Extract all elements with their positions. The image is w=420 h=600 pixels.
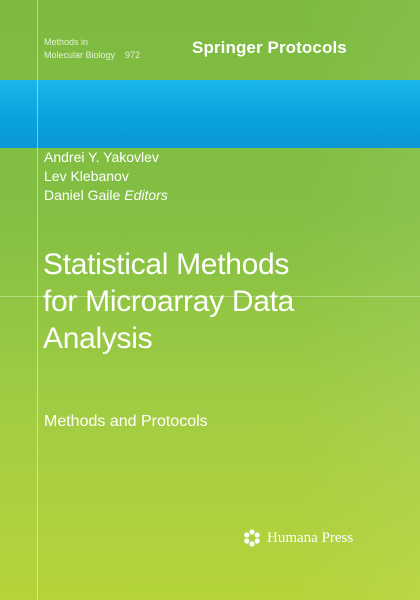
blue-band	[0, 80, 420, 148]
brand-title: Springer Protocols	[192, 38, 347, 57]
vertical-rule	[37, 0, 38, 600]
book-subtitle: Methods and Protocols	[44, 413, 208, 430]
title-line: Analysis	[43, 322, 153, 355]
horizontal-rule	[0, 296, 420, 297]
series-label: Methods in Molecular Biology 972	[44, 36, 174, 62]
publisher-logo: Humana Press	[242, 528, 353, 548]
editor-name: Andrei Y. Yakovlev	[44, 149, 159, 165]
humana-flower-icon	[244, 529, 260, 547]
editors-block: Andrei Y. Yakovlev Lev Klebanov Daniel G…	[44, 148, 168, 205]
publisher-name: Humana Press	[267, 529, 354, 546]
series-number: 972	[125, 50, 141, 60]
series-line-2: Molecular Biology 972	[44, 49, 174, 62]
title-line: for Microarray Data	[43, 285, 295, 318]
series-line-1: Methods in	[44, 37, 89, 47]
title-line: Statistical Methods	[43, 248, 290, 281]
editor-name: Daniel Gaile	[44, 187, 121, 203]
editor-name: Lev Klebanov	[44, 168, 129, 184]
editors-role: Editors	[124, 187, 168, 203]
editor-line-last: Daniel Gaile Editors	[44, 186, 168, 205]
book-title: Statistical Methods for Microarray Data …	[43, 246, 403, 357]
series-name: Molecular Biology	[44, 50, 116, 60]
